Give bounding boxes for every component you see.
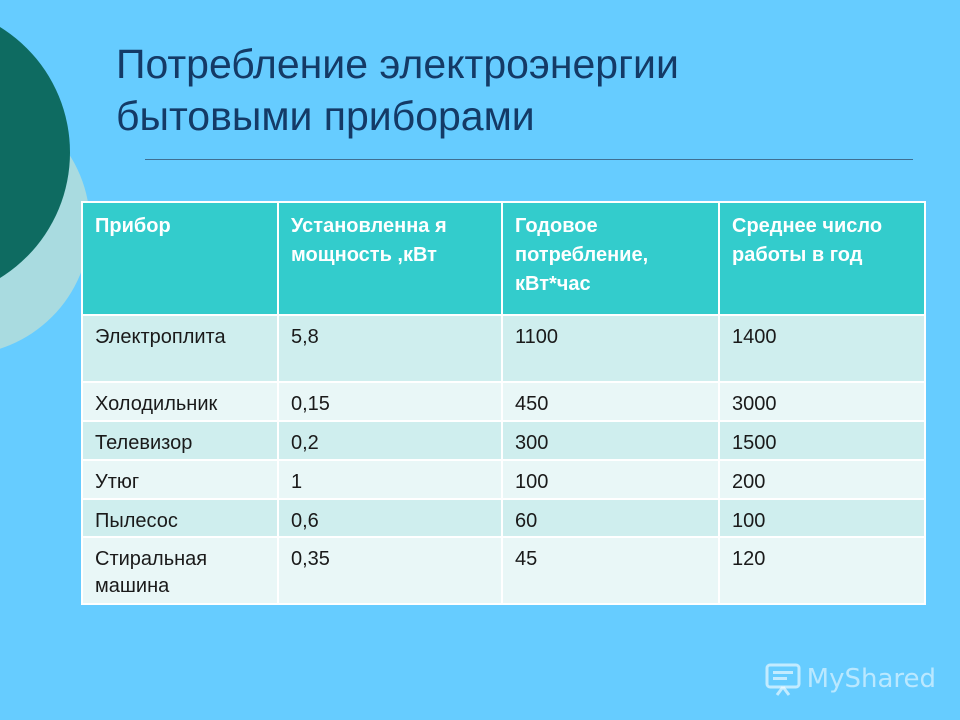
table-cell: Электроплита xyxy=(81,314,279,383)
table-cell: 100 xyxy=(501,459,720,500)
table-cell: 60 xyxy=(501,498,720,538)
watermark: MyShared xyxy=(765,662,936,696)
table-cell: 0,2 xyxy=(277,420,503,461)
table-cell: Телевизор xyxy=(81,420,279,461)
table-cell: Холодильник xyxy=(81,381,279,422)
table-cell: 0,35 xyxy=(277,536,503,605)
table-row: Стиральная машина 0,35 45 120 xyxy=(81,536,926,605)
watermark-text: MyShared xyxy=(806,664,936,694)
table-cell: Стиральная машина xyxy=(81,536,279,605)
table-header-row: Прибор Установленна я мощность ,кВт Годо… xyxy=(81,201,926,316)
column-header-hours-per-year: Среднее число работы в год xyxy=(718,201,926,316)
table-cell: 1400 xyxy=(718,314,926,383)
table-row: Пылесос 0,6 60 100 xyxy=(81,498,926,538)
column-header-power: Установленна я мощность ,кВт xyxy=(277,201,503,316)
table-cell: 3000 xyxy=(718,381,926,422)
column-header-device: Прибор xyxy=(81,201,279,316)
table-cell: Утюг xyxy=(81,459,279,500)
table-cell: 100 xyxy=(718,498,926,538)
table-cell: 200 xyxy=(718,459,926,500)
table-cell: 5,8 xyxy=(277,314,503,383)
table-cell: 1100 xyxy=(501,314,720,383)
page-title-line-1: Потребление электроэнергии xyxy=(116,41,679,87)
table-row: Утюг 1 100 200 xyxy=(81,459,926,500)
column-header-annual-consumption: Годовое потребление, кВт*час xyxy=(501,201,720,316)
table-cell: Пылесос xyxy=(81,498,279,538)
table-cell: 450 xyxy=(501,381,720,422)
table-cell: 120 xyxy=(718,536,926,605)
presentation-icon xyxy=(765,663,801,696)
title-divider xyxy=(145,159,913,160)
table-row: Электроплита 5,8 1100 1400 xyxy=(81,314,926,383)
table-cell: 1500 xyxy=(718,420,926,461)
table-cell: 45 xyxy=(501,536,720,605)
consumption-table: Прибор Установленна я мощность ,кВт Годо… xyxy=(81,201,926,605)
table-cell: 300 xyxy=(501,420,720,461)
table-cell: 0,6 xyxy=(277,498,503,538)
table-row: Телевизор 0,2 300 1500 xyxy=(81,420,926,461)
table-cell: 1 xyxy=(277,459,503,500)
table-cell: 0,15 xyxy=(277,381,503,422)
table-row: Холодильник 0,15 450 3000 xyxy=(81,381,926,422)
page-title-line-2: бытовыми приборами xyxy=(116,93,535,139)
page-title: Потребление электроэнергии бытовыми приб… xyxy=(116,38,916,142)
